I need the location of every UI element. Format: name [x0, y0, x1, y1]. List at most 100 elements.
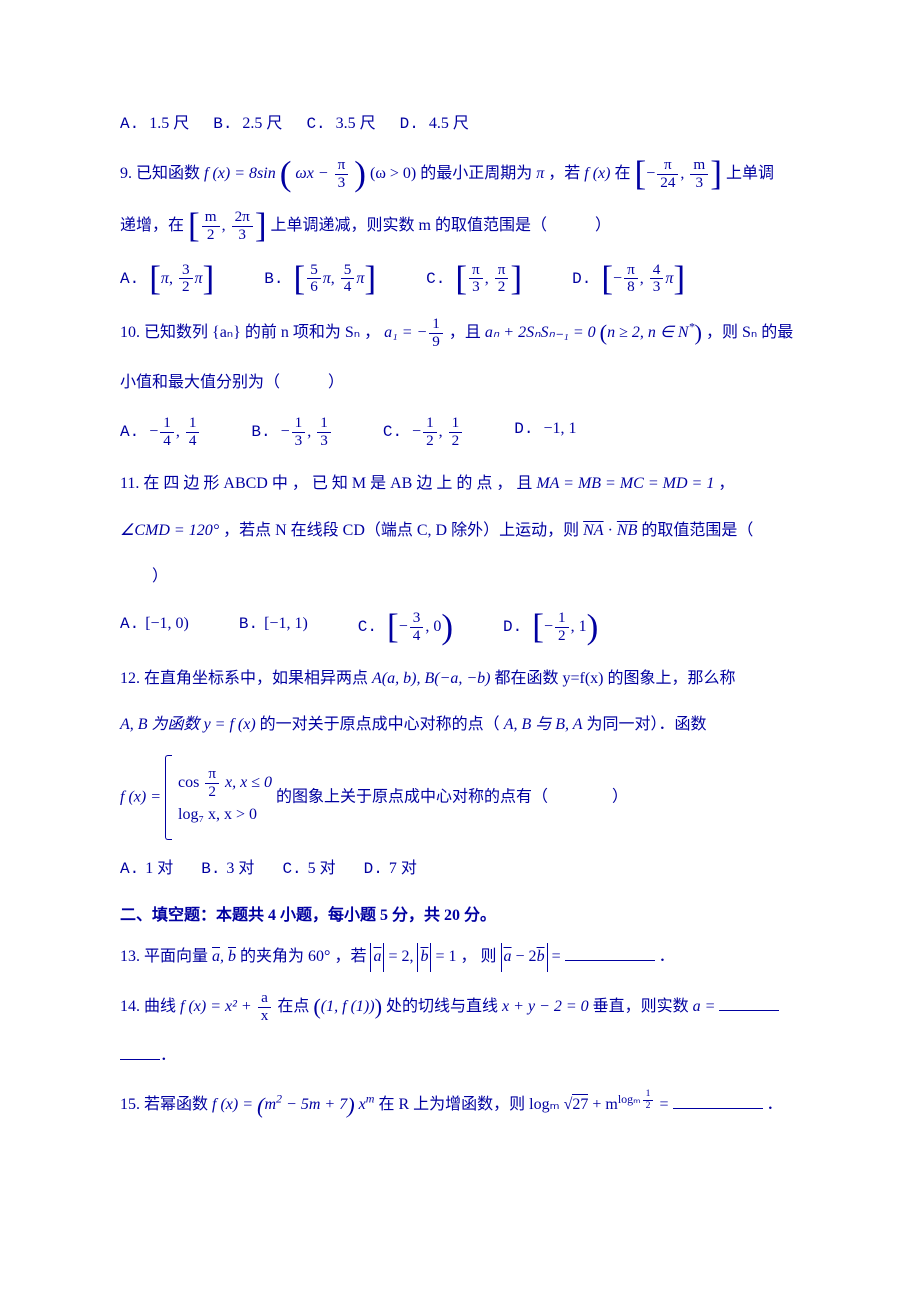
q13-se: =: [552, 948, 565, 965]
q10-number: 10.: [120, 324, 140, 341]
q11-sa: 在 四 边 形 ABCD 中 ， 已 知 M 是 AB 边 上 的 点 ， 且: [143, 475, 536, 492]
q9-i2a-num: m: [202, 209, 220, 227]
q12A: 1 对: [145, 860, 173, 877]
q9A-bd: 2: [179, 279, 193, 296]
q11-l2: ∠CMD = 120° ，若点 N 在线段 CD（端点 C, D 除外）上运动，…: [120, 517, 800, 546]
q12-c1a: cos: [178, 774, 199, 791]
q9-choice-B: B. [56π, 54π]: [264, 262, 376, 296]
q12-choices: A.1 对 B.3 对 C.5 对 D.7 对: [120, 855, 800, 884]
q11D-ad: 2: [555, 628, 569, 645]
q10C-bn: 1: [449, 415, 463, 433]
q11B: [−1, 1): [264, 615, 308, 632]
q15-number: 15.: [120, 1096, 140, 1113]
q14-sc: 处的切线与直线: [386, 998, 502, 1015]
q15-expn: 1: [643, 1089, 654, 1101]
q14-blank[interactable]: [719, 995, 779, 1010]
q11D-neg: −: [544, 618, 553, 635]
q11C-ad: 4: [410, 628, 424, 645]
q12-c1b: x, x ≤ 0: [225, 774, 272, 791]
q10B-bn: 1: [317, 415, 331, 433]
q14-fn: a: [258, 990, 272, 1008]
q14-pt: (1, f (1)): [321, 998, 375, 1015]
q9-stem-b: 的最小正周期为: [420, 165, 536, 182]
q8-choices-row: A. 1.5 尺 B. 2.5 尺 C. 3.5 尺 D. 4.5 尺: [120, 110, 800, 139]
q8-choice-B-text: 2.5 尺: [242, 115, 282, 132]
q9-cond: (ω > 0): [370, 165, 416, 182]
q10A-bn: 1: [186, 415, 200, 433]
q10-a1d: 9: [429, 334, 443, 351]
q14-sb: 在点: [277, 998, 309, 1015]
q13: 13. 平面向量 a, b 的夹角为 60° ，若 a = 2, b = 1 ，…: [120, 943, 800, 972]
q10-sc: ，且: [449, 324, 485, 341]
q8-choice-D-text: 4.5 尺: [429, 115, 469, 132]
q10-choice-B: B. −13, 13: [251, 415, 332, 449]
q15-sb: 在 R 上为增函数，则: [378, 1096, 529, 1113]
q14-number: 14.: [120, 998, 140, 1015]
q14-blank2[interactable]: [120, 1045, 160, 1060]
q9B-as: π: [323, 270, 331, 287]
q12C: 5 对: [308, 860, 336, 877]
q9D-an: π: [624, 262, 638, 280]
q10B-ad: 3: [292, 433, 306, 450]
q14-l2: ．: [120, 1042, 800, 1071]
q10B-bd: 3: [317, 433, 331, 450]
q8-choice-A-text: 1.5 尺: [149, 115, 189, 132]
q9C-an: π: [469, 262, 483, 280]
q10-l2: 小值和最大值分别为（ ）: [120, 369, 800, 398]
q9B-bd: 4: [341, 279, 355, 296]
q12-pair: A, B 与 B, A: [504, 716, 583, 733]
q10-choice-C: C. −12, 12: [383, 415, 464, 449]
q9B-ad: 6: [307, 279, 321, 296]
q13-period: ．: [659, 948, 675, 965]
q9A-bs: π: [195, 270, 203, 287]
q11-dot: ·: [608, 522, 613, 539]
q9-choice-C: C. [π3, π2]: [426, 262, 522, 296]
q9B-an: 5: [307, 262, 321, 280]
q11: 11. 在 四 边 形 ABCD 中 ， 已 知 M 是 AB 边 上 的 点 …: [120, 470, 800, 499]
q11-nb: NB: [617, 522, 637, 539]
q11-choice-B: B.[−1, 1): [239, 610, 308, 644]
q9-stem-a: 已知函数: [136, 165, 204, 182]
q9C-bd: 2: [495, 279, 509, 296]
q9-stem-d: 在: [614, 165, 634, 182]
q12-l2b: 的一对关于原点成中心对称的点（: [260, 716, 500, 733]
q9-i2a-den: 2: [202, 227, 220, 244]
q12: 12. 在直角坐标系中，如果相异两点 A(a, b), B(−a, −b) 都在…: [120, 665, 800, 694]
q9-stem-c: ，若: [548, 165, 584, 182]
q12B: 3 对: [226, 860, 254, 877]
q14-sa: 曲线: [144, 998, 180, 1015]
q9-i2b-den: 3: [232, 227, 253, 244]
q15-blank[interactable]: [673, 1094, 763, 1109]
q10-cond-inner: n ≥ 2, n ∈ N*: [607, 324, 694, 341]
q12-pts: A(a, b), B(−a, −b): [372, 670, 490, 687]
q10-choices: A. −14, 14 B. −13, 13 C. −12, 12 D. −1, …: [120, 415, 800, 449]
q10A-bd: 4: [186, 433, 200, 450]
q14: 14. 曲线 f (x) = x² + ax 在点 ((1, f (1))) 处…: [120, 990, 800, 1024]
q12-c1n: π: [205, 766, 219, 784]
q14-sd: 垂直，则实数: [593, 998, 693, 1015]
q8-choice-C-text: 3.5 尺: [336, 115, 376, 132]
q15-plus: + m: [592, 1096, 617, 1113]
q13-angle: 60°: [308, 948, 330, 965]
q10C-ad: 2: [423, 433, 437, 450]
q12-case2: log₇ x, x > 0: [178, 801, 272, 830]
q9-argfrac-den: 3: [335, 175, 349, 192]
q10C-an: 1: [423, 415, 437, 433]
q9D-bd: 3: [650, 279, 664, 296]
q14-period: ．: [160, 1047, 176, 1064]
q9-i1b-den: 3: [690, 175, 708, 192]
q10-sd: ，则 Sₙ 的最: [706, 324, 793, 341]
q12-l2c: 为同一对）．函数: [587, 716, 707, 733]
q12-fhead: f (x) =: [120, 789, 161, 806]
q10-seq: {aₙ}: [212, 324, 241, 341]
section2-header: 二、填空题：本题共 4 小题，每小题 5 分，共 20 分。: [120, 902, 800, 931]
q15-sa: 若幂函数: [144, 1096, 212, 1113]
q9A-bn: 3: [179, 262, 193, 280]
q12-fn: y = f (x): [204, 716, 256, 733]
q11-choice-A: A.[−1, 0): [120, 610, 189, 644]
q10-sb: 的前 n 项和为 Sₙ ，: [245, 324, 380, 341]
q9B-bs: π: [356, 270, 364, 287]
q12-number: 12.: [120, 670, 140, 687]
q13-blank[interactable]: [565, 946, 655, 961]
q8-choice-D-label: D.: [400, 115, 419, 133]
